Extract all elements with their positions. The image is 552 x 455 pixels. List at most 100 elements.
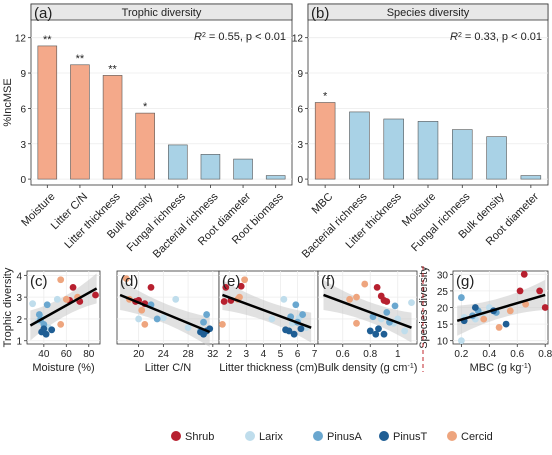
bar: [520, 175, 542, 180]
bar: [102, 75, 123, 180]
bar: [349, 111, 370, 180]
data-point-larix: [172, 295, 180, 303]
panel-label: (e): [222, 273, 240, 290]
r2-annotation: R2 = 0.55, p < 0.01: [194, 31, 286, 43]
bar: [70, 64, 90, 180]
data-point-cercid: [57, 320, 65, 328]
x-axis-label-text: Moisture (%): [32, 362, 94, 374]
x-axis-label-text: MBC (g kg: [470, 362, 522, 374]
data-point-shrub: [147, 283, 155, 291]
data-point-shrub: [541, 304, 549, 311]
data-point-pinusa: [203, 311, 211, 318]
y-tick-label: 6: [297, 104, 303, 115]
title-strip: [30, 3, 293, 21]
y-tick-label: 15: [437, 320, 449, 331]
x-tick-label: MBC: [310, 191, 336, 217]
data-point-larix: [401, 327, 409, 335]
x-tick-label: 6: [295, 349, 301, 360]
legend-swatch-pinust: [379, 431, 389, 441]
x-tick-label: 40: [38, 349, 50, 360]
x-tick-label: 4: [261, 349, 267, 360]
y-tick-label: 10: [437, 337, 449, 348]
x-tick-label: 0.2: [454, 349, 468, 360]
x-tick-label: 7: [312, 349, 318, 360]
significance-mark: **: [43, 34, 52, 46]
scatter-panel-e: (e) 2 3 4 5 6 7 Litter thickness (cm): [218, 270, 319, 374]
y-tick-label: 2: [16, 315, 22, 326]
bar: [265, 175, 286, 180]
bar: [37, 45, 58, 180]
data-point-larix: [457, 337, 465, 345]
y-tick-label: 25: [437, 287, 449, 298]
data-point-pinust: [282, 326, 289, 334]
data-point-pinust: [380, 330, 388, 338]
data-point-cercid: [480, 315, 488, 323]
y-tick-label: 0: [20, 175, 26, 186]
panel-title: Trophic diversity: [122, 7, 202, 19]
legend-swatch-larix: [245, 431, 255, 441]
x-axis-label-end: ): [414, 362, 418, 374]
data-point-pinust: [197, 328, 204, 336]
x-tick-label: 0.8: [538, 349, 552, 360]
data-point-cercid: [361, 280, 369, 288]
bar: [233, 158, 253, 180]
data-point-larix: [280, 295, 288, 303]
x-tick-label: 20: [133, 349, 145, 360]
data-point-pinusa: [391, 302, 399, 310]
data-point-shrub: [520, 270, 528, 278]
x-axis-label: Bulk density (g cm-1): [318, 362, 418, 374]
data-point-cercid: [219, 320, 226, 328]
data-point-cercid: [57, 276, 65, 284]
data-point-cercid: [353, 293, 360, 301]
data-point-pinust: [48, 326, 56, 334]
bar: [200, 154, 221, 180]
data-point-pinusa: [299, 311, 307, 318]
fit-line: [119, 293, 211, 334]
legend-swatch-cercid: [447, 431, 457, 441]
significance-mark: **: [76, 53, 85, 65]
panel-title: Species diversity: [387, 7, 470, 19]
bar: [417, 121, 439, 180]
y-axis-label: Species diversity: [418, 266, 430, 349]
y-tick-label: 30: [437, 270, 449, 281]
x-tick-label: 0.4: [482, 349, 496, 360]
significance-mark: *: [143, 101, 148, 113]
data-point-larix: [408, 299, 415, 306]
panel-label: (b): [311, 5, 329, 22]
data-point-pinust: [40, 325, 48, 333]
scatter-panel-g: (g) 0.2 0.4 0.6 0.8 10 15 20 25 30 Species diversi…: [418, 266, 552, 374]
fit-line: [221, 293, 312, 329]
x-axis-label: Litter C/N: [145, 362, 192, 374]
data-point-pinusa: [383, 309, 391, 316]
data-point-cercid: [506, 307, 514, 315]
x-tick-label: 2: [226, 349, 232, 360]
x-tick-label: 24: [158, 349, 170, 360]
legend-label: Shrub: [185, 431, 214, 443]
y-tick-label: 3: [16, 293, 22, 304]
fit-line: [29, 287, 98, 327]
x-tick-label: 0.8: [363, 349, 377, 360]
panel-label: (f): [321, 273, 335, 290]
significance-mark: *: [323, 91, 328, 103]
data-point-pinust: [471, 304, 479, 311]
x-tick-label: 0.6: [336, 349, 350, 360]
data-point-pinusa: [153, 315, 161, 323]
y-tick-label: 20: [437, 304, 449, 315]
data-point-pinusa: [200, 318, 207, 326]
bar: [383, 118, 404, 180]
data-point-pinusa: [35, 311, 43, 318]
bar: [486, 136, 507, 180]
fit-line: [456, 293, 546, 322]
data-point-pinusa: [457, 294, 465, 301]
bar: [452, 129, 473, 180]
data-point-shrub: [373, 283, 381, 291]
x-axis-label: Litter thickness (cm): [219, 362, 317, 374]
title-strip: [307, 3, 549, 21]
x-tick-label: Fungal richness: [125, 190, 189, 254]
data-point-pinust: [375, 325, 382, 333]
y-tick-label: 0: [297, 175, 303, 186]
r2-symbol: R: [450, 31, 458, 43]
bar: [168, 144, 188, 180]
x-tick-label: 28: [183, 349, 195, 360]
